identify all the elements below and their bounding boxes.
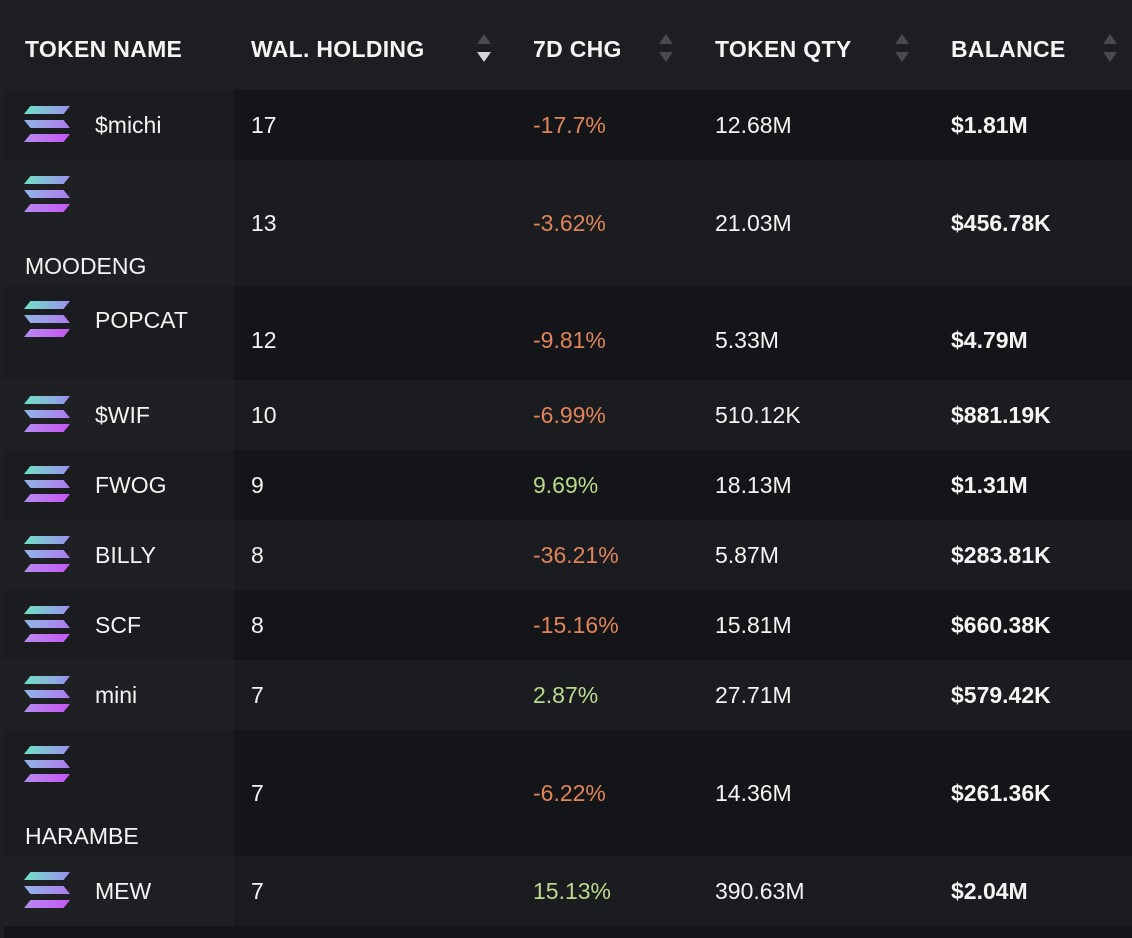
token-qty: 12.68M — [715, 112, 792, 138]
solana-icon — [24, 466, 70, 504]
balance: $881.19K — [951, 402, 1051, 428]
change-7d: -17.7% — [533, 112, 606, 138]
table-row[interactable]: mini 7 2.87% 27.71M $579.42K — [4, 660, 1132, 730]
wallet-holding: 9 — [251, 472, 264, 498]
change-7d: -36.21% — [533, 542, 619, 568]
token-name[interactable]: MOODENG — [25, 253, 147, 279]
change-7d: -9.81% — [533, 327, 606, 353]
wallet-holding: 7 — [251, 682, 264, 708]
token-qty: 390.63M — [715, 878, 805, 904]
token-name[interactable]: SCF — [95, 612, 141, 638]
solana-icon — [24, 106, 70, 144]
balance: $660.38K — [951, 612, 1051, 638]
token-qty: 5.33M — [715, 327, 779, 353]
token-name[interactable]: $michi — [95, 112, 162, 138]
token-qty: 14.36M — [715, 780, 792, 806]
token-qty: 510.12K — [715, 402, 801, 428]
balance: $456.78K — [951, 210, 1051, 236]
change-7d: -6.22% — [533, 780, 606, 806]
token-qty: 18.13M — [715, 472, 792, 498]
table-row[interactable]: $WIF 10 -6.99% 510.12K $881.19K — [4, 380, 1132, 450]
table-row[interactable]: SCF 8 -15.16% 15.81M $660.38K — [4, 590, 1132, 660]
solana-icon — [24, 746, 70, 784]
token-qty: 27.71M — [715, 682, 792, 708]
solana-icon — [24, 396, 70, 434]
header-wallet-holding[interactable]: WAL. HOLDING — [251, 35, 425, 62]
token-name[interactable]: FWOG — [95, 472, 167, 498]
sort-7d-change-icon[interactable] — [659, 32, 673, 66]
token-name[interactable]: POPCAT — [95, 307, 188, 333]
table-row[interactable]: POPCAT 12 -9.81% 5.33M $4.79M — [4, 286, 1132, 380]
solana-icon — [24, 872, 70, 910]
wallet-holding: 10 — [251, 402, 277, 428]
solana-icon — [24, 676, 70, 714]
token-name[interactable]: HARAMBE — [25, 823, 139, 849]
balance: $4.79M — [951, 327, 1028, 353]
table-row[interactable]: HARAMBE 7 -6.22% 14.36M $261.36K — [4, 730, 1132, 856]
balance: $1.81M — [951, 112, 1028, 138]
table-header: TOKEN NAME WAL. HOLDING 7D CHG TOKEN QTY… — [4, 8, 1132, 90]
wallet-holding: 8 — [251, 542, 264, 568]
change-7d: -6.99% — [533, 402, 606, 428]
header-token-name[interactable]: TOKEN NAME — [25, 35, 183, 62]
change-7d: -3.62% — [533, 210, 606, 236]
wallet-holding: 13 — [251, 210, 277, 236]
solana-icon — [24, 176, 70, 214]
solana-icon — [24, 606, 70, 644]
solana-icon — [24, 301, 70, 339]
wallet-holding: 7 — [251, 780, 264, 806]
token-qty: 21.03M — [715, 210, 792, 236]
sort-wallet-holding-icon[interactable] — [477, 32, 491, 66]
table-row[interactable]: MOODENG 13 -3.62% 21.03M $456.78K — [4, 160, 1132, 286]
table-row[interactable]: BILLY 8 -36.21% 5.87M $283.81K — [4, 520, 1132, 590]
solana-icon — [24, 536, 70, 574]
wallet-holding: 17 — [251, 112, 277, 138]
token-holdings-table: TOKEN NAME WAL. HOLDING 7D CHG TOKEN QTY… — [4, 8, 1132, 938]
balance: $283.81K — [951, 542, 1051, 568]
wallet-holding: 8 — [251, 612, 264, 638]
token-name[interactable]: MEW — [95, 878, 152, 904]
header-token-qty[interactable]: TOKEN QTY — [715, 35, 852, 62]
change-7d: 15.13% — [533, 878, 612, 904]
token-qty: 5.87M — [715, 542, 779, 568]
balance: $2.04M — [951, 878, 1028, 904]
balance: $579.42K — [951, 682, 1051, 708]
token-name[interactable]: $WIF — [95, 402, 150, 428]
token-name[interactable]: mini — [95, 682, 138, 708]
balance: $1.31M — [951, 472, 1028, 498]
change-7d: 2.87% — [533, 682, 599, 708]
balance: $261.36K — [951, 780, 1051, 806]
table-row[interactable]: FWOG 9 9.69% 18.13M $1.31M — [4, 450, 1132, 520]
change-7d: -15.16% — [533, 612, 619, 638]
change-7d: 9.69% — [533, 472, 599, 498]
table-row[interactable]: $michi 17 -17.7% 12.68M $1.81M — [4, 90, 1132, 160]
header-7d-change[interactable]: 7D CHG — [533, 35, 622, 62]
table-row[interactable]: MEW 7 15.13% 390.63M $2.04M — [4, 856, 1132, 926]
token-name[interactable]: BILLY — [95, 542, 156, 568]
header-balance[interactable]: BALANCE — [951, 35, 1066, 62]
token-qty: 15.81M — [715, 612, 792, 638]
sort-balance-icon[interactable] — [1103, 32, 1117, 66]
wallet-holding: 7 — [251, 878, 264, 904]
wallet-holding: 12 — [251, 327, 277, 353]
sort-token-qty-icon[interactable] — [895, 32, 909, 66]
